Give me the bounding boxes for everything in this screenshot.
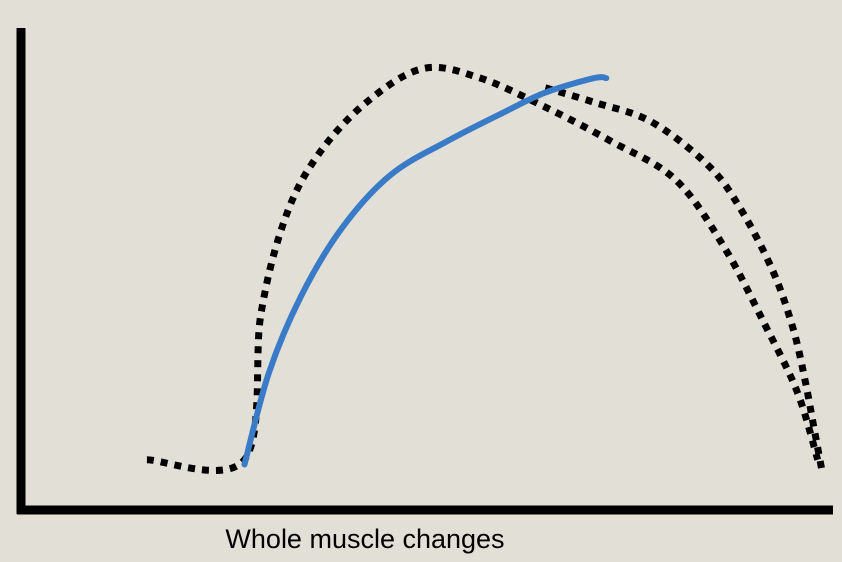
- x-axis-label: Whole muscle changes: [225, 524, 504, 554]
- dotted-series-line-2: [544, 84, 826, 471]
- series-layer: [146, 63, 826, 474]
- solid-series-line: [241, 74, 610, 468]
